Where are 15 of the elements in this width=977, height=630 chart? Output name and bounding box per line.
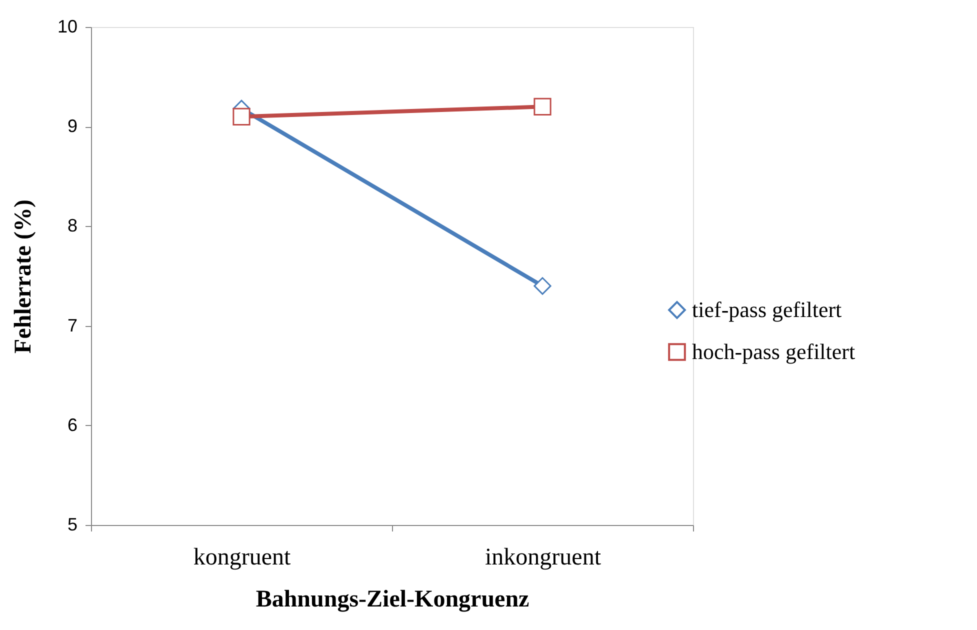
point [232, 108, 250, 126]
legend-label: hoch-pass gefiltert [692, 339, 856, 364]
y-axis-title: Fehlerrate (%) [10, 200, 36, 354]
y-tick-label: 8 [67, 216, 78, 236]
x-tick-label: kongruent [193, 544, 291, 570]
point [534, 277, 552, 295]
y-tick-label: 5 [67, 514, 78, 534]
y-tick-label: 7 [67, 315, 78, 336]
y-tick-label: 9 [67, 116, 78, 136]
point [534, 98, 552, 116]
y-tick-label: 10 [57, 16, 78, 36]
x-axis-title: Bahnungs-Ziel-Kongruenz [256, 586, 530, 612]
legend-label: tief-pass gefiltert [692, 297, 842, 322]
x-tick-label: inkongruent [485, 544, 602, 570]
y-tick-label: 6 [67, 414, 78, 435]
